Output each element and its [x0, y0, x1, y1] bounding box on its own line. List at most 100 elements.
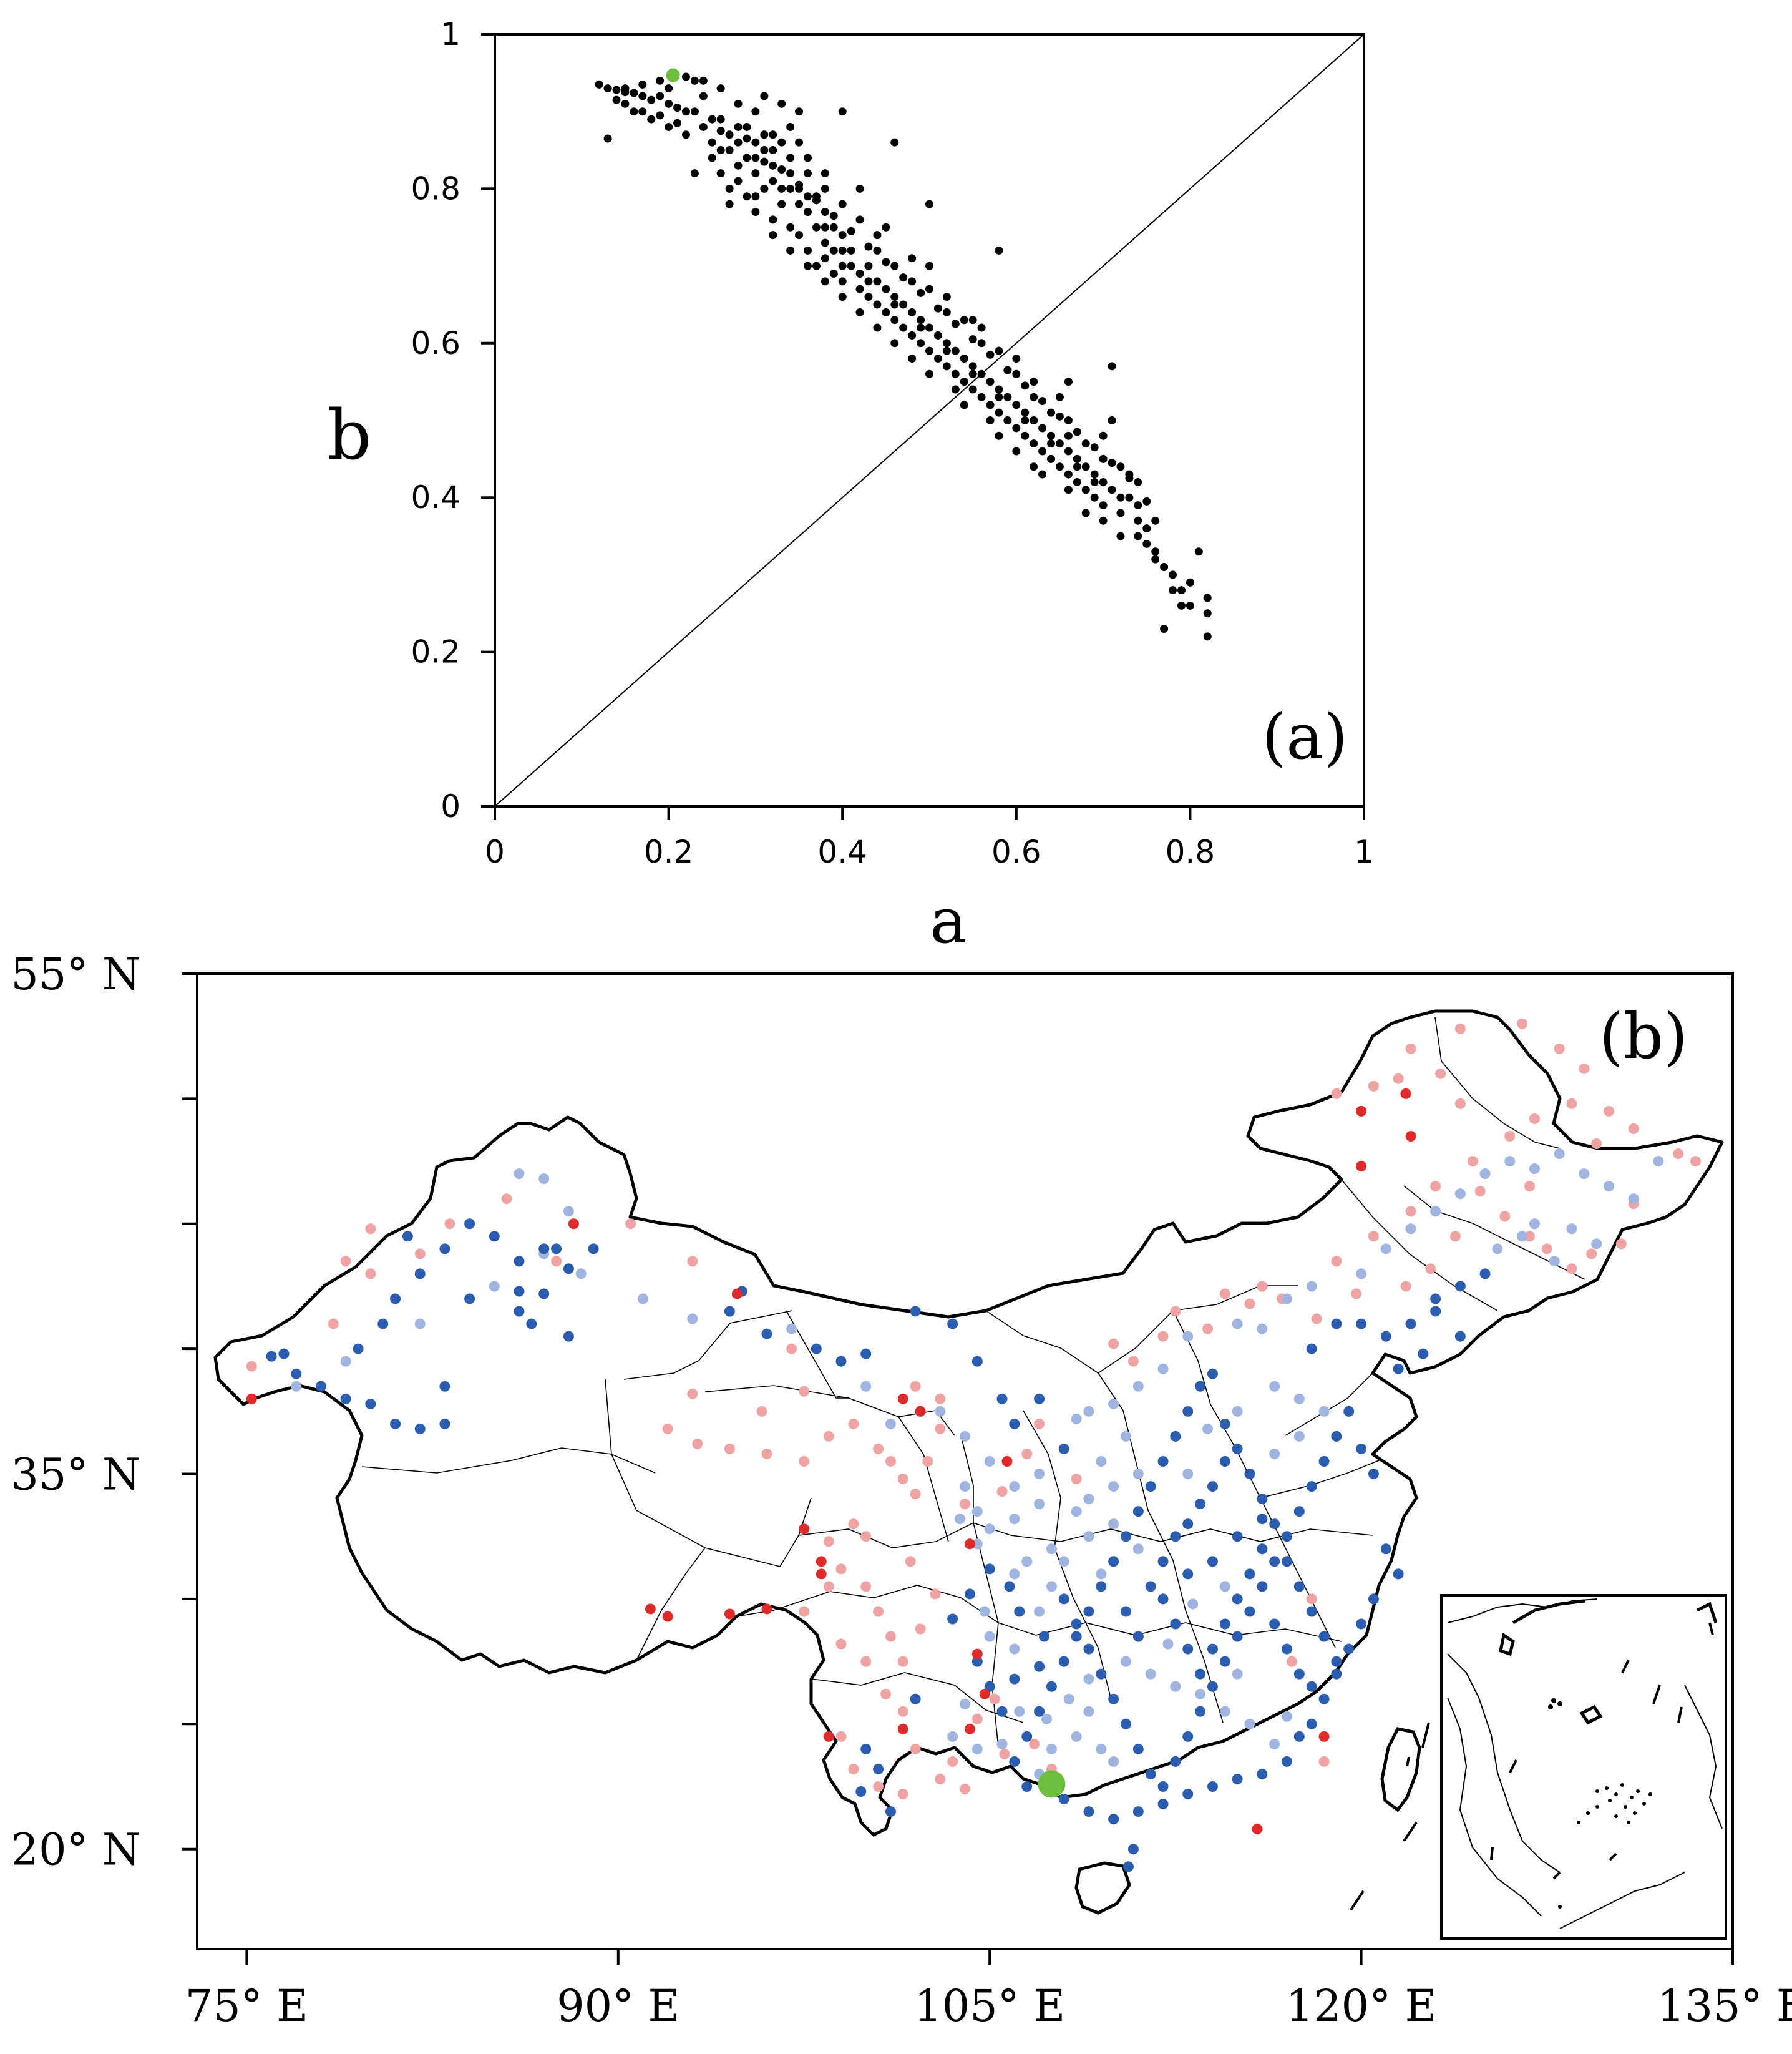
- scatter-point: [951, 320, 960, 328]
- station-light-red: [1286, 1656, 1297, 1667]
- station-light-red: [1318, 1756, 1330, 1767]
- scatter-point: [829, 212, 838, 220]
- station-dark-blue: [1058, 1794, 1069, 1805]
- station-dark-blue: [1269, 1518, 1280, 1530]
- scatter-plot-frame: [494, 33, 1365, 808]
- station-dark-blue: [1393, 1568, 1404, 1580]
- x-tick-label: 0.4: [817, 834, 867, 870]
- scatter-point: [960, 378, 968, 386]
- station-dark-blue: [1182, 1789, 1194, 1800]
- scatter-point: [1090, 493, 1099, 502]
- station-dark-blue: [1306, 1681, 1317, 1692]
- scatter-point: [1073, 428, 1081, 436]
- station-light-blue: [1046, 1743, 1057, 1754]
- scatter-point: [1194, 547, 1203, 556]
- scatter-point: [777, 138, 786, 147]
- station-light-red: [935, 1423, 946, 1434]
- map-panel: 75° E 90° E 105° E 120° E 135° E 55° N 35° N 2…: [11, 949, 1792, 2032]
- scatter-point: [786, 122, 795, 131]
- station-light-blue: [1108, 1398, 1119, 1409]
- station-dark-blue: [1034, 1706, 1045, 1717]
- station-light-red: [897, 1474, 908, 1485]
- station-dark-blue: [1132, 1506, 1144, 1517]
- scatter-point: [917, 339, 925, 348]
- x-tick-label: 0.6: [991, 834, 1041, 870]
- y-axis-label: b: [328, 395, 371, 475]
- scatter-point: [621, 99, 630, 108]
- station-dark-blue: [1096, 1581, 1107, 1592]
- station-dark-blue: [1306, 1718, 1317, 1729]
- scatter-point: [942, 362, 951, 371]
- station-light-blue: [687, 1313, 698, 1324]
- station-light-red: [996, 1486, 1008, 1497]
- scatter-point: [638, 80, 647, 89]
- scatter-point: [1116, 532, 1125, 540]
- scatter-point: [630, 107, 638, 116]
- station-light-blue: [1232, 1668, 1243, 1680]
- scatter-point: [708, 138, 716, 147]
- scatter-point: [1064, 486, 1073, 494]
- station-dark-blue: [1479, 1268, 1491, 1279]
- scatter-point: [925, 369, 933, 378]
- station-light-red: [1628, 1123, 1639, 1134]
- station-dark-blue: [1343, 1643, 1355, 1655]
- scatter-point: [986, 416, 995, 424]
- scatter-point: [1047, 408, 1056, 417]
- station-red: [1001, 1456, 1013, 1467]
- scatter-point: [873, 277, 882, 286]
- station-light-blue: [947, 1731, 958, 1742]
- scatter-point: [1134, 477, 1142, 486]
- station-dark-blue: [1454, 1331, 1466, 1342]
- station-light-blue: [1132, 1469, 1144, 1480]
- station-light-red: [922, 1456, 933, 1467]
- station-dark-blue: [1368, 1469, 1379, 1480]
- station-dark-blue: [1170, 1756, 1181, 1767]
- scatter-point: [847, 227, 855, 235]
- taiwan-island: [1380, 1727, 1421, 1812]
- station-dark-blue: [1157, 1556, 1169, 1567]
- station-dark-blue: [996, 1393, 1008, 1404]
- scatter-point: [864, 262, 873, 270]
- station-light-blue: [1083, 1531, 1094, 1542]
- scatter-point: [760, 130, 769, 139]
- station-light-red: [897, 1706, 908, 1717]
- scatter-point: [960, 401, 968, 409]
- station-dark-blue: [1293, 1668, 1305, 1680]
- station-light-red: [1071, 1474, 1082, 1485]
- identity-reference-line: [494, 34, 1365, 807]
- station-light-blue: [1162, 1638, 1174, 1650]
- station-dark-blue: [1393, 1363, 1404, 1374]
- scatter-point: [777, 184, 786, 193]
- station-dark-blue: [1170, 1618, 1181, 1630]
- scatter-point: [603, 84, 612, 93]
- station-light-red: [1591, 1138, 1602, 1150]
- scatter-point: [1047, 439, 1056, 448]
- station-dark-blue: [1454, 1281, 1466, 1292]
- station-dark-blue: [1282, 1756, 1293, 1767]
- station-dark-blue: [1232, 1593, 1243, 1605]
- scatter-point: [917, 323, 925, 332]
- station-light-red: [823, 1536, 834, 1547]
- station-dark-blue: [1157, 1799, 1169, 1810]
- station-light-blue: [960, 1698, 970, 1709]
- scatter-point: [908, 331, 917, 340]
- station-light-red: [885, 1456, 896, 1467]
- station-dark-blue: [1331, 1668, 1342, 1680]
- scatter-point: [933, 304, 942, 313]
- station-light-red: [501, 1193, 512, 1205]
- scatter-point: [882, 308, 890, 316]
- station-dark-blue: [365, 1398, 376, 1409]
- scatter-point: [1099, 431, 1108, 440]
- scatter-point: [1064, 416, 1073, 424]
- scatter-point: [1073, 477, 1081, 486]
- station-light-blue: [984, 1523, 995, 1535]
- scatter-point: [708, 154, 716, 162]
- station-light-blue: [1046, 1581, 1057, 1592]
- scatter-point: [769, 146, 777, 155]
- scatter-point: [864, 242, 873, 251]
- scatter-point: [890, 300, 899, 309]
- station-dark-blue: [1122, 1861, 1134, 1872]
- scatter-point: [951, 369, 960, 378]
- station-light-blue: [1269, 1738, 1280, 1749]
- station-light-blue: [1083, 1494, 1094, 1505]
